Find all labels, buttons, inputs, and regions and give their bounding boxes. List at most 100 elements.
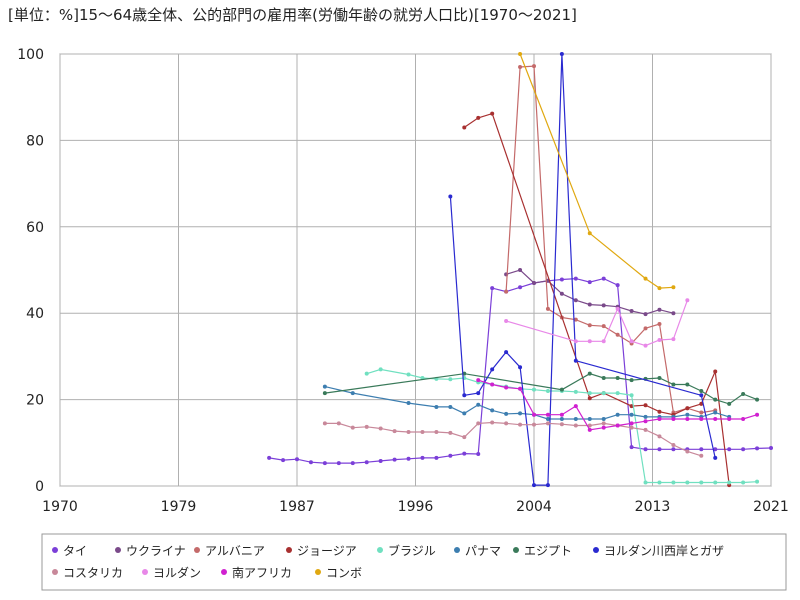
legend-marker [377, 547, 383, 553]
series-3-point [713, 369, 718, 374]
series-0-point [364, 460, 369, 465]
series-4-point [378, 367, 383, 372]
series-1-point [629, 309, 634, 314]
series-4-point [741, 480, 746, 485]
series-7-line [449, 53, 716, 486]
series-7-point [518, 365, 523, 370]
series-5-point [504, 411, 509, 416]
series-10-point [518, 386, 523, 391]
legend-label: ブラジル [388, 543, 436, 558]
series-11-point [657, 286, 662, 291]
series-6-point [629, 378, 634, 383]
series-4-point [573, 389, 578, 394]
series-11-point [518, 52, 523, 56]
series-9-point [629, 339, 634, 344]
legend-label: コスタリカ [63, 566, 123, 580]
series-6-point [741, 391, 746, 396]
series-0-point [671, 447, 676, 452]
series-9-point [573, 339, 578, 344]
series-0-point [699, 447, 704, 452]
series-0-point [587, 280, 592, 285]
series-0-point [657, 447, 662, 452]
series-5-point [685, 412, 690, 417]
series-6-point [615, 376, 620, 380]
y-tick-label: 20 [26, 393, 44, 409]
series-0-point [769, 445, 773, 450]
series-7-point [713, 455, 718, 460]
series-10-point [587, 427, 592, 432]
series-0-point [281, 458, 286, 463]
series-8-point [434, 430, 439, 434]
series-5-point [601, 417, 606, 422]
series-5-point [350, 391, 355, 396]
series-group [267, 52, 773, 488]
series-8-point [504, 421, 509, 426]
series-5-point [322, 384, 327, 389]
series-8-point [462, 435, 467, 440]
series-2-point [699, 410, 704, 415]
series-4-point [532, 387, 536, 392]
series-4-line [366, 368, 758, 484]
series-4-point [601, 391, 606, 396]
series-10-point [559, 412, 564, 417]
series-1-point [573, 298, 578, 303]
series-0-point [406, 456, 411, 461]
series-1-point [518, 268, 523, 272]
series-2-point [518, 64, 523, 69]
y-tick-label: 80 [26, 133, 44, 149]
series-8-point [336, 421, 341, 426]
series-8-point [532, 422, 536, 427]
series-0-point [420, 455, 425, 460]
series-6-point [601, 376, 606, 380]
legend-label: パナマ [465, 544, 501, 558]
series-6-point [657, 376, 662, 380]
series-4-point [587, 391, 592, 396]
legend-marker [194, 547, 200, 553]
legend-label: ヨルダン [153, 565, 201, 580]
legend-marker [142, 569, 148, 575]
x-tick-label: 2013 [635, 499, 671, 515]
series-5-point [713, 410, 718, 415]
series-2-point [601, 324, 606, 329]
series-8-point [420, 430, 425, 434]
series-0-point [267, 455, 272, 460]
series-9-point [671, 337, 676, 342]
series-7-point [476, 391, 481, 396]
series-4-point [727, 480, 732, 485]
series-5-point [490, 408, 495, 413]
series-0-point [601, 276, 606, 281]
series-10-point [727, 417, 732, 422]
x-tick-label: 2004 [516, 499, 552, 515]
series-3-point [490, 111, 495, 116]
series-8-line [324, 421, 702, 457]
series-8-point [406, 430, 411, 434]
series-0-point [476, 452, 481, 457]
series-5-point [559, 417, 564, 422]
series-8-point [559, 422, 564, 427]
legend: タイ ウクライナ アルバニア ジョージア ブラジル パナマ エジプト ヨルダン川西岸とガザコス… [52, 543, 724, 580]
legend-marker [315, 569, 321, 575]
series-10-point [741, 417, 746, 422]
series-0-point [727, 447, 732, 452]
series-6-point [587, 371, 592, 376]
series-6-point [559, 387, 564, 392]
series-7-point [545, 483, 550, 488]
series-5-point [643, 414, 648, 419]
series-0-point [518, 285, 523, 290]
series-4-point [364, 371, 369, 376]
series-11-point [643, 276, 648, 281]
x-tick-label: 1979 [161, 499, 197, 515]
series-0-point [378, 458, 383, 463]
series-4-point [755, 479, 760, 484]
legend-label: エジプト [524, 544, 572, 558]
series-10-point [601, 425, 606, 430]
x-tick-label: 1970 [42, 499, 78, 515]
series-4-point [448, 377, 453, 382]
series-2-line [505, 65, 716, 414]
x-tick-label: 1987 [279, 499, 315, 515]
series-0-point [350, 461, 355, 466]
series-4-point [615, 391, 620, 396]
legend-marker [52, 547, 58, 553]
series-2-point [587, 323, 592, 328]
legend-marker [286, 547, 292, 553]
